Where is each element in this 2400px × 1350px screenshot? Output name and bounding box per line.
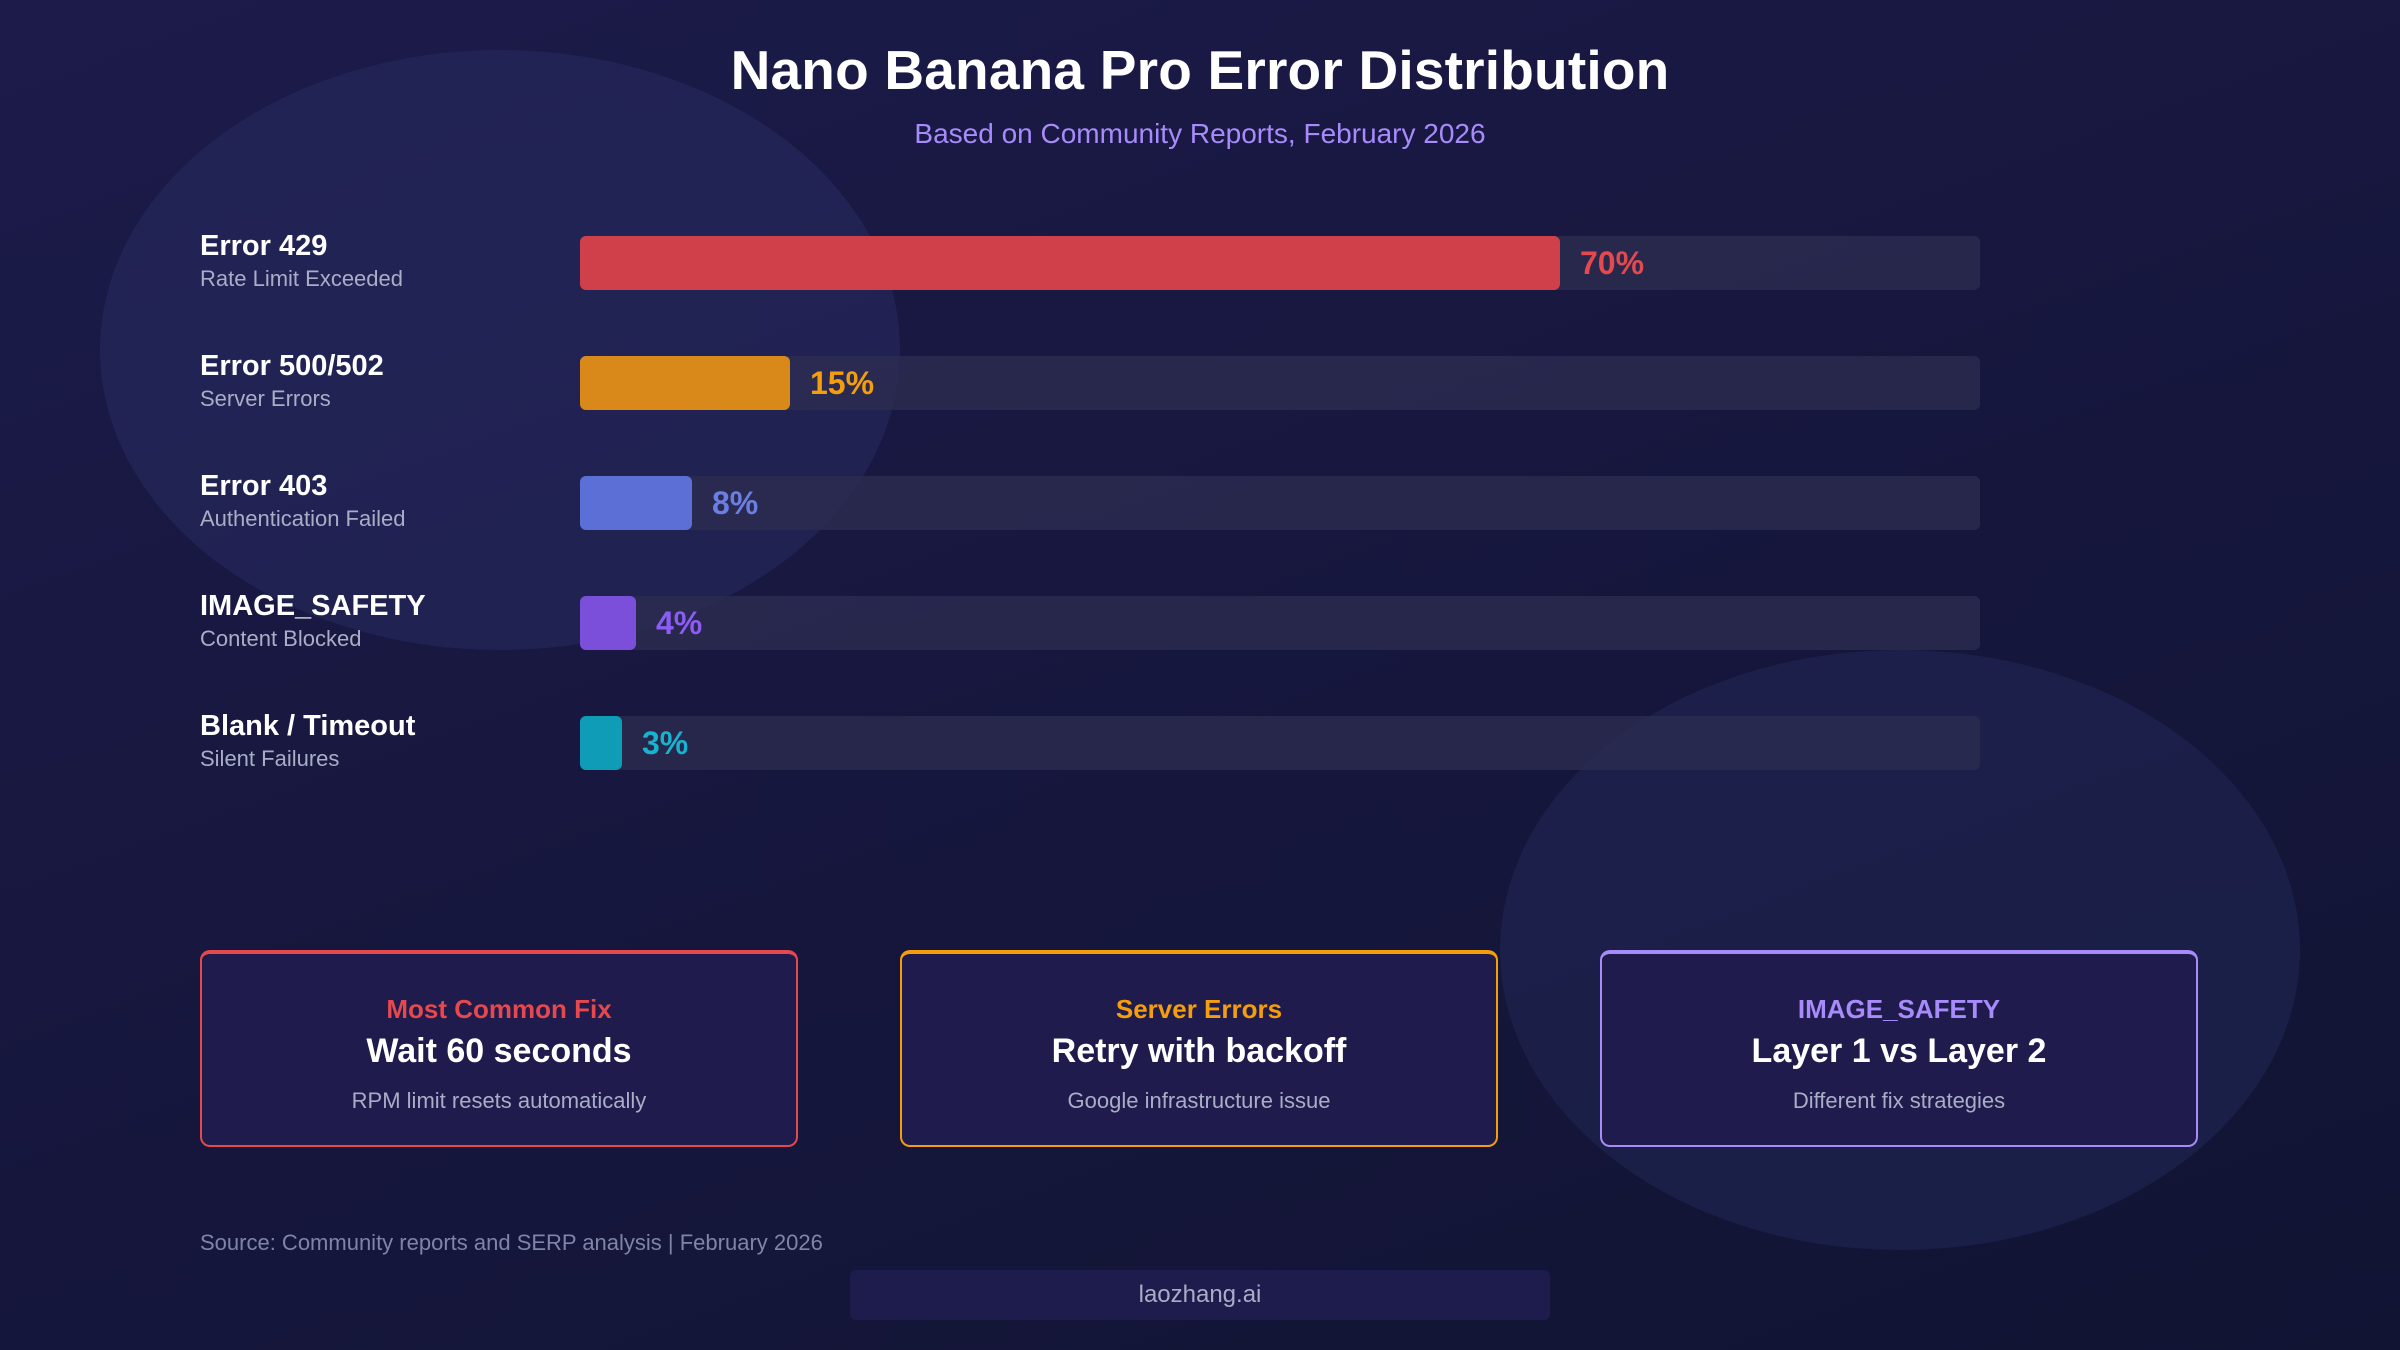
bar-track: [580, 356, 1980, 410]
bar: [580, 716, 622, 770]
category-label: Blank / Timeout: [200, 710, 416, 742]
bar-track: [580, 596, 1980, 650]
bar-track: [580, 476, 1980, 530]
card-description: Different fix strategies: [1792, 1088, 2006, 1113]
card-description: RPM limit resets automatically: [351, 1088, 647, 1113]
category-description: Content Blocked: [200, 626, 362, 651]
card-label: Most Common Fix: [386, 994, 612, 1024]
brand-footer: laozhang.ai: [850, 1270, 1550, 1320]
bar-row: Error 403 Authentication Failed 8%: [0, 470, 2400, 546]
source-note: Source: Community reports and SERP analy…: [200, 1230, 823, 1255]
bar: [580, 236, 1560, 290]
bar-value-label: 15%: [810, 365, 875, 401]
category-label: Error 500/502: [200, 350, 384, 382]
fix-card-image-safety: IMAGE_SAFETY Layer 1 vs Layer 2 Differen…: [1600, 950, 2198, 1147]
card-description: Google infrastructure issue: [1067, 1088, 1331, 1113]
card-main-text: Layer 1 vs Layer 2: [1751, 1032, 2047, 1070]
category-label: IMAGE_SAFETY: [200, 590, 426, 622]
bar-row: Blank / Timeout Silent Failures 3%: [0, 710, 2400, 786]
category-label: Error 403: [200, 470, 328, 502]
card-label: Server Errors: [1115, 994, 1283, 1024]
chart-title: Nano Banana Pro Error Distribution: [730, 39, 1670, 101]
bar-row: Error 429 Rate Limit Exceeded 70%: [0, 230, 2400, 306]
card-main-text: Wait 60 seconds: [366, 1032, 632, 1070]
category-description: Rate Limit Exceeded: [200, 266, 403, 291]
bar: [580, 596, 636, 650]
category-description: Server Errors: [200, 386, 331, 411]
chart-subtitle: Based on Community Reports, February 202…: [914, 118, 1486, 149]
fix-card-common: Most Common Fix Wait 60 seconds RPM limi…: [200, 950, 798, 1147]
bar-value-label: 8%: [712, 485, 759, 521]
category-description: Silent Failures: [200, 746, 340, 771]
card-main-text: Retry with backoff: [1051, 1032, 1347, 1070]
card-label: IMAGE_SAFETY: [1797, 994, 2001, 1024]
bar-value-label: 70%: [1580, 245, 1645, 281]
bar-row: Error 500/502 Server Errors 15%: [0, 350, 2400, 426]
bar-track: [580, 716, 1980, 770]
fix-card-server-errors: Server Errors Retry with backoff Google …: [900, 950, 1498, 1147]
category-label: Error 429: [200, 230, 328, 262]
category-description: Authentication Failed: [200, 506, 406, 531]
bar: [580, 476, 692, 530]
bar-row: IMAGE_SAFETY Content Blocked 4%: [0, 590, 2400, 666]
bar: [580, 356, 790, 410]
bar-value-label: 4%: [656, 605, 703, 641]
bar-value-label: 3%: [642, 725, 689, 761]
